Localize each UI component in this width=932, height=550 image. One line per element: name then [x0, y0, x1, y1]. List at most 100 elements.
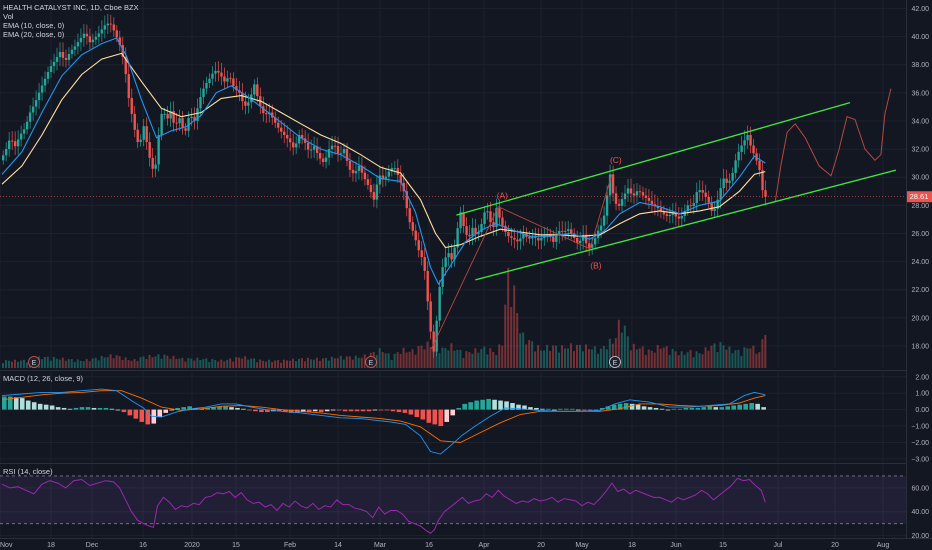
projection-path[interactable]: [774, 88, 892, 202]
macd-histogram-bar: [737, 404, 743, 410]
volume-bar: [112, 358, 115, 368]
rsi-tick-label: 40.00: [911, 509, 929, 516]
candle-body: [420, 250, 423, 258]
symbol-title[interactable]: HEALTH CATALYST INC, 1D, Cboe BZX: [3, 3, 139, 12]
candle-body: [665, 214, 669, 216]
volume-bar: [262, 360, 265, 368]
volume-bar: [719, 342, 722, 368]
candle-body: [124, 56, 127, 75]
candle-body: [235, 86, 238, 91]
macd-histogram-bar: [725, 406, 731, 410]
volume-bar: [396, 352, 399, 368]
volume-bar: [578, 344, 581, 368]
volume-bar: [686, 352, 689, 368]
candle-body: [519, 238, 522, 242]
time-tick-label: 2020: [184, 542, 200, 549]
volume-bar: [498, 344, 501, 368]
macd-title[interactable]: MACD (12, 26, close, 9): [3, 374, 84, 383]
channel-upper-line[interactable]: [456, 102, 851, 216]
macd-histogram-bar: [55, 407, 61, 410]
macd-histogram-bar: [366, 409, 372, 412]
volume-bar: [13, 359, 16, 368]
candle-body: [638, 191, 642, 193]
candle-body: [429, 301, 432, 332]
volume-bar: [692, 357, 695, 368]
volume-bar: [447, 350, 450, 368]
time-axis[interactable]: Nov 18 Dec 16 2020 15 Feb 14 Mar 16 Apr 20 May 18 Jun 1…: [0, 542, 889, 549]
macd-histogram-bar: [2, 396, 7, 410]
volume-bar: [611, 343, 614, 368]
candle-body: [76, 42, 80, 47]
macd-histogram-bar: [456, 407, 462, 410]
earnings-marker-3[interactable]: E: [609, 356, 621, 368]
macd-histogram-bar: [552, 409, 557, 411]
volume-bar: [229, 358, 232, 368]
time-tick-label: Jul: [774, 542, 783, 549]
candle-body: [635, 191, 639, 196]
candle-body: [61, 52, 65, 58]
price-tick-label: 18.00: [911, 343, 929, 350]
volume-bar: [100, 355, 103, 368]
macd-histogram-bar: [647, 407, 653, 410]
candle-body: [620, 199, 624, 206]
volume-bar: [330, 356, 333, 368]
volume-bar: [528, 340, 531, 368]
candle-body: [220, 72, 223, 77]
price-axis[interactable]: 42.00 40.00 38.00 36.00 34.00 32.00 30.00 28.00…: [911, 6, 929, 351]
ema20-indicator-label[interactable]: EMA (20, close, 0): [3, 30, 65, 39]
candle-body: [348, 160, 352, 170]
macd-axis[interactable]: 2.00 1.00 0.00 −1.00 −2.00 −3.00: [911, 374, 929, 463]
volume-bar: [522, 332, 525, 368]
ema10-indicator-label[interactable]: EMA (10, close, 0): [3, 21, 65, 30]
volume-bar: [43, 356, 46, 368]
volume-bar: [567, 348, 570, 368]
candle-body: [229, 78, 232, 80]
volume-bar: [97, 360, 100, 368]
macd-histogram-bar: [581, 409, 587, 411]
rsi-title[interactable]: RSI (14, close): [3, 467, 53, 476]
macd-histogram-bar: [91, 407, 97, 410]
volume-bar: [226, 359, 229, 368]
volume-bar: [558, 352, 561, 368]
rsi-axis[interactable]: 60.00 40.00 20.00: [911, 485, 929, 540]
volume-bar: [88, 361, 91, 368]
candle-body: [211, 73, 214, 79]
candle-body: [145, 126, 148, 143]
candle-body: [623, 193, 627, 200]
volume-bar: [61, 357, 64, 368]
candle-body: [280, 127, 283, 132]
volume-bar: [291, 358, 294, 368]
macd-histogram-bar: [635, 404, 641, 410]
macd-histogram-bar: [193, 407, 198, 410]
volume-indicator-label[interactable]: Vol: [3, 12, 14, 21]
volume-bar: [280, 362, 283, 368]
candle-body: [575, 237, 579, 243]
candle-body: [758, 160, 761, 171]
channel-lower-line[interactable]: [475, 169, 897, 281]
candle-body: [435, 320, 438, 352]
candle-body: [277, 122, 280, 128]
earnings-marker-1[interactable]: E: [28, 356, 40, 368]
earnings-marker-2[interactable]: E: [365, 356, 377, 368]
candle-body: [549, 234, 552, 237]
candle-body: [199, 97, 202, 109]
candle-body: [375, 184, 379, 200]
macd-histogram-bar: [689, 407, 695, 410]
macd-histogram-bar: [103, 407, 109, 410]
macd-histogram-bar: [534, 407, 539, 410]
candle-body: [312, 146, 316, 150]
volume-bar: [214, 359, 217, 368]
candle-body: [49, 66, 53, 72]
candle-body: [265, 113, 268, 115]
candle-body: [133, 113, 136, 130]
candle-body: [584, 234, 588, 244]
volume-bar: [390, 359, 393, 368]
candle-body: [294, 143, 298, 148]
macd-histogram-bar: [306, 409, 312, 413]
candle-body: [378, 175, 382, 185]
last-price-value: 28.61: [910, 192, 929, 201]
volume-bar: [701, 354, 704, 368]
candle-body: [456, 228, 459, 248]
macd-histogram-bar: [43, 404, 49, 410]
